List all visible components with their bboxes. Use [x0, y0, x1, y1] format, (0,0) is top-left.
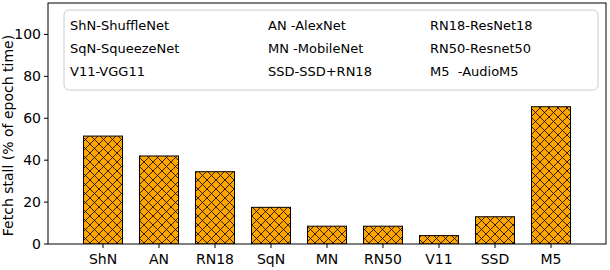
x-tick-label: M5: [541, 251, 562, 267]
bar: [476, 217, 515, 244]
x-tick-label: RN50: [364, 251, 402, 267]
x-tick-label: MN: [316, 251, 339, 267]
x-tick-label: AN: [149, 251, 169, 267]
annotation-text: RN18-ResNet18: [430, 18, 533, 33]
bar: [252, 207, 291, 244]
y-tick: [44, 160, 48, 161]
x-tick: [439, 244, 440, 248]
chart-svg: 0 20 40 60 80 100 ShN AN RN18 SqN MN RN50 V11 SSD M5 Fe…: [0, 0, 610, 270]
bar-hatch: [84, 136, 123, 244]
bar-hatch: [476, 217, 515, 244]
bar: [364, 226, 403, 244]
annotation-text: SSD-SSD+RN18: [268, 64, 372, 79]
y-tick-label: 80: [23, 68, 41, 84]
x-tick: [271, 244, 272, 248]
bar: [84, 136, 123, 244]
x-tick: [327, 244, 328, 248]
annotation-text: RN50-Resnet50: [430, 41, 531, 56]
bar: [308, 226, 347, 244]
bar-hatch: [196, 172, 235, 244]
bar-hatch: [308, 226, 347, 244]
y-tick-label: 100: [14, 26, 41, 42]
bar: [140, 156, 179, 244]
y-tick-label: 40: [23, 152, 41, 168]
bar-hatch: [364, 226, 403, 244]
bar-hatch: [420, 236, 459, 244]
y-tick-label: 20: [23, 194, 41, 210]
x-tick-label: SqN: [257, 251, 285, 267]
annotation-text: AN -AlexNet: [268, 18, 346, 33]
x-tick: [215, 244, 216, 248]
bar-hatch: [532, 107, 571, 244]
x-tick: [159, 244, 160, 248]
annotation-text: ShN-ShuffleNet: [70, 18, 169, 33]
bar: [532, 107, 571, 244]
plot-frame: [48, 3, 606, 244]
annotation-text: V11-VGG11: [70, 64, 145, 79]
x-tick-label: SSD: [481, 251, 510, 267]
y-axis-label: Fetch stall (% of epoch time): [0, 35, 16, 236]
annotation-text: MN -MobileNet: [268, 41, 363, 56]
x-tick-label: ShN: [89, 251, 117, 267]
bar: [196, 172, 235, 244]
x-tick: [383, 244, 384, 248]
bars: [84, 107, 571, 244]
y-tick: [44, 76, 48, 77]
x-tick-label: V11: [425, 251, 452, 267]
y-tick: [44, 244, 48, 245]
y-tick: [44, 34, 48, 35]
chart-container: 0 20 40 60 80 100 ShN AN RN18 SqN MN RN50 V11 SSD M5 Fe…: [0, 0, 610, 270]
y-tick-label: 0: [32, 236, 41, 252]
y-tick: [44, 202, 48, 203]
y-tick: [44, 118, 48, 119]
bar-hatch: [252, 207, 291, 244]
x-tick: [495, 244, 496, 248]
x-tick-label: RN18: [196, 251, 234, 267]
x-tick: [551, 244, 552, 248]
annotation-box: [64, 10, 598, 90]
bar: [420, 236, 459, 244]
annotation-text: M5 -AudioM5: [430, 64, 519, 79]
bar-hatch: [140, 156, 179, 244]
annotation-text: SqN-SqueezeNet: [70, 41, 179, 56]
x-tick: [103, 244, 104, 248]
y-tick-label: 60: [23, 110, 41, 126]
